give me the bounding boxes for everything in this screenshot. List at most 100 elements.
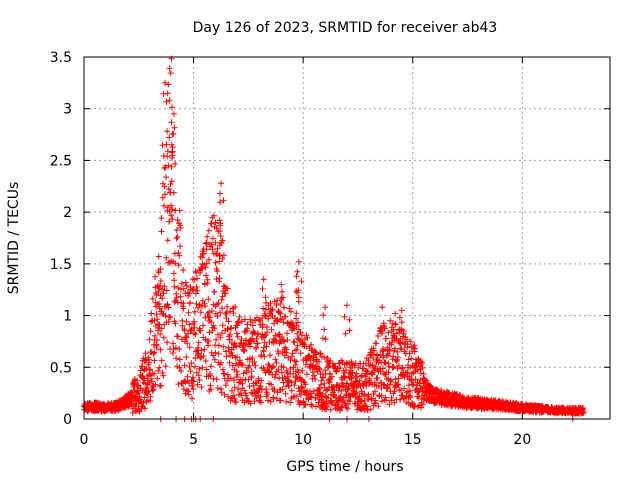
data-point	[168, 141, 175, 148]
data-point	[294, 268, 301, 275]
data-point	[166, 134, 173, 141]
data-point	[294, 330, 301, 337]
data-point	[168, 178, 175, 185]
data-point	[419, 364, 426, 371]
data-point	[410, 381, 417, 388]
data-point	[223, 309, 230, 316]
data-point	[295, 298, 302, 305]
data-point	[377, 324, 384, 331]
data-point	[153, 291, 160, 298]
data-point	[274, 348, 281, 354]
data-point	[225, 393, 232, 400]
data-point	[265, 315, 272, 322]
data-point	[209, 246, 216, 253]
data-point	[254, 340, 261, 347]
data-point	[341, 399, 348, 406]
data-point	[315, 358, 322, 365]
data-point	[343, 404, 350, 411]
data-point	[159, 295, 166, 302]
data-point	[188, 360, 195, 367]
data-point	[408, 377, 415, 384]
data-point	[200, 322, 207, 329]
data-point	[244, 321, 251, 328]
data-point	[388, 394, 395, 401]
data-point	[158, 325, 165, 332]
data-point	[169, 350, 176, 356]
data-point	[307, 356, 314, 362]
data-point	[345, 359, 352, 366]
data-point	[414, 367, 421, 373]
data-point	[311, 348, 318, 355]
data-point	[375, 403, 382, 410]
data-point	[297, 329, 304, 336]
data-point	[323, 403, 330, 410]
data-point	[279, 334, 285, 340]
data-point	[222, 290, 229, 297]
data-point	[242, 342, 249, 349]
data-point	[148, 318, 155, 325]
data-point	[372, 388, 378, 395]
data-point	[312, 376, 319, 382]
data-point	[280, 337, 286, 344]
data-point	[407, 387, 414, 394]
data-point	[246, 383, 253, 390]
data-point	[307, 393, 314, 400]
data-point	[273, 359, 280, 366]
data-point	[199, 254, 206, 261]
data-point	[212, 259, 219, 266]
data-point	[349, 369, 356, 376]
data-point	[294, 289, 301, 296]
data-point	[150, 386, 157, 393]
data-point	[337, 393, 344, 400]
data-point	[277, 310, 284, 317]
data-point	[326, 379, 333, 386]
data-point	[253, 344, 260, 351]
data-point	[158, 215, 165, 222]
data-point	[171, 124, 178, 131]
data-point	[389, 356, 396, 363]
data-point	[299, 385, 306, 391]
data-point	[187, 368, 194, 375]
data-point	[160, 90, 167, 97]
data-point	[288, 387, 295, 394]
data-point	[278, 297, 285, 303]
data-point	[260, 276, 267, 283]
data-point	[298, 278, 305, 285]
data-point	[166, 65, 173, 72]
data-point	[198, 347, 205, 354]
data-point	[390, 353, 397, 360]
data-point	[313, 349, 320, 356]
data-point	[144, 391, 151, 398]
data-point	[392, 376, 399, 383]
data-point	[273, 317, 280, 324]
data-point	[397, 326, 403, 333]
data-point	[217, 359, 224, 366]
data-point	[240, 370, 247, 377]
data-point	[218, 180, 224, 187]
data-point	[197, 354, 204, 361]
data-point	[287, 399, 294, 406]
data-point	[272, 332, 279, 339]
data-point	[234, 354, 241, 360]
data-point	[294, 366, 301, 373]
data-point	[393, 335, 399, 342]
data-point	[380, 320, 387, 327]
data-point	[328, 373, 335, 380]
data-point	[180, 285, 187, 292]
data-point	[204, 280, 211, 287]
data-point	[164, 128, 171, 135]
data-point	[171, 250, 178, 257]
data-point	[199, 364, 206, 371]
data-point	[148, 310, 155, 317]
data-point	[241, 387, 248, 394]
data-point	[398, 319, 405, 326]
data-point	[292, 378, 299, 385]
data-point	[161, 202, 167, 209]
data-point	[230, 392, 237, 399]
data-point	[218, 386, 224, 392]
data-point	[341, 313, 348, 320]
data-point	[346, 316, 353, 323]
data-point	[195, 339, 202, 346]
data-point	[382, 359, 389, 366]
data-point	[390, 364, 397, 370]
